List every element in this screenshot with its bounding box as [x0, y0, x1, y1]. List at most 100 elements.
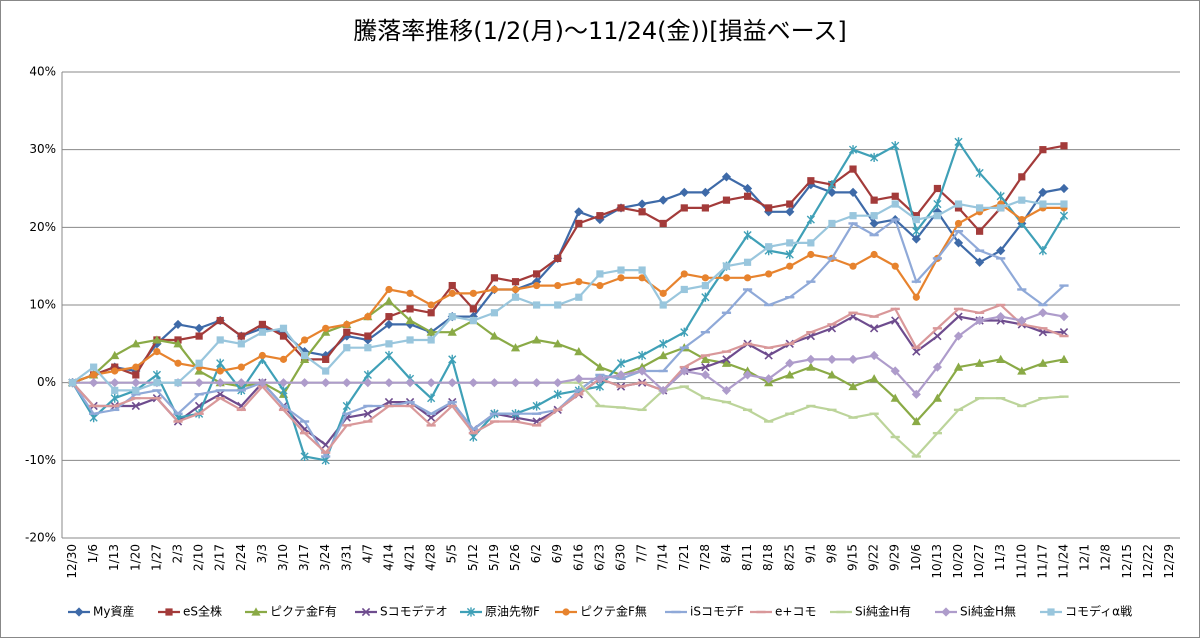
marker	[469, 289, 477, 297]
x-tick-label: 12/30	[65, 544, 79, 579]
marker	[701, 281, 709, 290]
marker	[490, 309, 499, 317]
marker	[638, 274, 646, 282]
marker	[216, 358, 225, 368]
marker	[659, 301, 667, 309]
marker	[765, 243, 773, 251]
marker	[870, 212, 878, 220]
marker	[870, 152, 879, 163]
marker	[489, 378, 500, 388]
marker	[722, 274, 731, 282]
marker	[343, 328, 351, 336]
marker	[236, 378, 246, 388]
marker	[976, 204, 984, 212]
x-tick-label: 8/18	[761, 544, 775, 571]
marker	[595, 381, 605, 392]
marker	[364, 332, 372, 340]
marker	[131, 401, 140, 411]
marker	[132, 363, 140, 371]
marker	[173, 339, 183, 348]
legend-label: eS全株	[183, 604, 222, 619]
marker	[132, 386, 140, 395]
marker	[1039, 200, 1047, 208]
marker	[996, 191, 1005, 201]
marker	[891, 141, 900, 151]
x-tick-label: 3/3	[255, 544, 269, 563]
marker	[1038, 308, 1048, 318]
x-tick-label: 2/24	[234, 544, 248, 571]
marker	[743, 230, 752, 240]
x-tick-label: 6/2	[529, 544, 543, 563]
marker	[342, 378, 352, 388]
y-tick-label: 0%	[37, 375, 56, 389]
marker	[1017, 315, 1027, 326]
marker	[870, 196, 878, 204]
marker	[490, 285, 499, 294]
marker	[532, 335, 542, 344]
marker	[300, 336, 309, 344]
marker	[659, 289, 667, 297]
marker	[469, 305, 477, 313]
marker	[385, 313, 393, 321]
marker	[953, 238, 964, 248]
marker	[849, 262, 857, 270]
marker	[511, 293, 520, 301]
marker	[933, 331, 942, 341]
marker	[933, 184, 942, 193]
marker	[743, 274, 752, 282]
marker	[807, 239, 815, 247]
chart-title: 騰落率推移(1/2(月)～11/24(金))[損益ベース]	[353, 17, 847, 45]
marker	[911, 389, 921, 399]
marker	[953, 362, 964, 371]
marker	[322, 355, 330, 363]
marker	[322, 367, 330, 375]
marker	[765, 204, 773, 212]
marker	[743, 258, 752, 266]
marker	[1018, 196, 1026, 204]
x-tick-label: 3/31	[339, 544, 353, 571]
marker	[321, 378, 331, 388]
x-tick-label: 2/17	[213, 544, 227, 571]
marker	[996, 246, 1006, 256]
x-tick-label: 11/3	[993, 544, 1007, 571]
marker	[426, 413, 436, 422]
marker	[448, 289, 456, 297]
marker	[806, 354, 816, 364]
marker	[638, 266, 646, 274]
marker	[279, 355, 288, 363]
x-tick-label: 2/10	[192, 544, 206, 571]
y-tick-label: 20%	[29, 220, 56, 234]
marker	[596, 270, 604, 278]
marker	[616, 370, 626, 380]
marker	[300, 351, 309, 360]
marker	[848, 354, 858, 364]
marker	[975, 315, 985, 326]
marker	[427, 309, 435, 317]
marker	[658, 350, 668, 360]
marker	[827, 187, 837, 197]
marker	[1060, 142, 1068, 150]
marker	[447, 327, 457, 336]
marker	[806, 362, 816, 371]
marker	[553, 339, 563, 348]
marker	[448, 354, 457, 364]
marker	[426, 327, 436, 336]
marker	[405, 378, 415, 388]
marker	[554, 301, 562, 309]
marker	[384, 296, 394, 305]
marker	[299, 378, 310, 388]
x-tick-label: 12/15	[1120, 544, 1134, 579]
marker	[764, 351, 773, 360]
marker	[278, 378, 289, 388]
marker	[912, 226, 921, 236]
marker	[849, 212, 857, 220]
marker	[742, 183, 753, 194]
x-tick-label: 1/13	[107, 544, 121, 571]
marker	[637, 350, 647, 361]
marker	[342, 401, 351, 411]
marker	[721, 385, 732, 396]
marker	[90, 371, 98, 379]
marker	[152, 335, 162, 344]
marker	[364, 344, 372, 352]
